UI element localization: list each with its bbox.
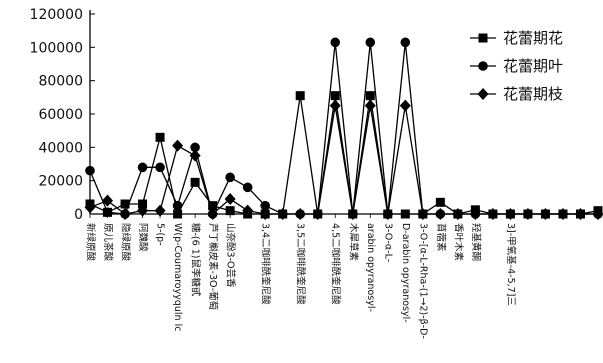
point-marker-diamond (504, 208, 516, 220)
x-category-label: 4,5二咖啡酰奎尼酸 (330, 223, 342, 305)
point-marker-circle (400, 37, 411, 48)
point-marker-circle (190, 142, 200, 153)
point-marker-diamond (172, 139, 184, 152)
legend-item: 花蕾期花 (470, 29, 563, 47)
point-marker-diamond (84, 201, 96, 214)
point-marker-square (365, 91, 375, 101)
y-tick-label: 80000 (38, 74, 83, 90)
point-marker-circle (137, 162, 148, 173)
x-category-label: 阿魏酸 (137, 223, 149, 252)
x-category-label: 香叶木素 (452, 223, 464, 262)
point-marker-circle (155, 162, 165, 173)
x-category-label: 芦丁槲皮素-3O-葡萄 (207, 223, 219, 310)
point-marker-square (478, 33, 488, 43)
point-marker-circle (365, 37, 376, 48)
x-category-label: W(p-Coumaroyyquln lc (172, 223, 183, 331)
point-marker-diamond (452, 208, 464, 220)
legend-label: 花蕾期叶 (503, 57, 563, 75)
y-tick-label: 0 (74, 207, 83, 223)
point-marker-circle (478, 61, 488, 71)
point-marker-diamond (539, 208, 551, 220)
point-marker-square (400, 209, 410, 219)
x-category-label: 3]-甲氧基-4-5,7]三 (505, 223, 517, 306)
x-category-label: 木犀草素 (347, 223, 359, 262)
point-marker-diamond (557, 208, 569, 220)
x-category-label: 3,5二咖啡酰奎尼酸 (295, 223, 307, 305)
point-marker-square (138, 199, 148, 209)
point-marker-circle (102, 207, 113, 218)
point-marker-diamond (347, 208, 359, 220)
point-marker-diamond (259, 208, 271, 220)
x-category-label: 羟基黄酮 (470, 223, 482, 261)
y-tick-label: 100000 (30, 40, 83, 56)
series-line (89, 95, 599, 216)
point-marker-diamond (242, 204, 254, 217)
point-marker-circle (260, 200, 270, 211)
x-category-label: arabin opyranosyl- (365, 223, 376, 312)
point-marker-circle (330, 37, 341, 48)
point-marker-diamond (522, 208, 534, 220)
point-marker-diamond (364, 99, 376, 112)
point-marker-diamond (119, 208, 131, 220)
point-marker-diamond (154, 204, 166, 217)
x-category-label: 3,4二咖啡酰奎尼酸 (260, 223, 272, 305)
x-category-label: 原儿茶酸 (102, 223, 114, 262)
legend-label: 花蕾期花 (503, 29, 563, 47)
point-marker-square (435, 197, 445, 207)
point-marker-diamond (294, 208, 306, 220)
legend-item: 花蕾期叶 (470, 57, 563, 75)
x-category-label: 山奈酚3-O芸香 (225, 223, 237, 288)
x-category-label: 3-O-α-L- (382, 223, 393, 262)
point-marker-circle (225, 172, 235, 183)
point-marker-circle (85, 165, 95, 176)
point-marker-square (155, 132, 165, 142)
point-marker-circle (242, 182, 253, 193)
point-marker-square (330, 91, 340, 101)
legend-label: 花蕾期枝 (503, 85, 563, 103)
point-marker-square (190, 177, 200, 187)
point-marker-square (120, 199, 130, 209)
x-category-label: 苜蓿素 (435, 223, 447, 252)
point-marker-diamond (487, 208, 499, 220)
x-category-label: 新绿原酸 (85, 223, 97, 262)
y-tick-label: 40000 (38, 140, 83, 156)
point-marker-diamond (434, 208, 446, 220)
x-category-label: D-arabin opyranosyl- (400, 223, 411, 323)
point-marker-diamond (207, 208, 219, 220)
point-marker-diamond (592, 208, 603, 220)
point-marker-diamond (574, 208, 586, 220)
series-3 (84, 99, 603, 220)
point-marker-diamond (417, 208, 429, 220)
y-tick-label: 20000 (38, 174, 83, 190)
series-group (84, 37, 603, 220)
legend-item: 花蕾期枝 (470, 85, 563, 103)
point-marker-diamond (137, 204, 149, 217)
x-axis-labels: 新绿原酸 原儿茶酸 隐绿原酸 阿魏酸 5-(p- W(p-Coumaroyyquln lc… (85, 214, 599, 339)
y-tick-label: 60000 (38, 107, 83, 123)
x-category-label: 3-O-[α-L-Rha-(1→2)-β-D- (417, 223, 428, 339)
point-marker-square (208, 201, 218, 211)
point-marker-diamond (382, 208, 394, 220)
y-axis-ticks: 0 20000 40000 60000 80000 100000 120000 (30, 7, 95, 223)
point-marker-square (225, 206, 235, 216)
point-marker-diamond (477, 88, 489, 100)
point-marker-square (295, 91, 305, 101)
point-marker-diamond (224, 193, 236, 205)
point-marker-circle (172, 200, 183, 211)
x-category-label: 糖-(6 1)鼠李糖甙 (190, 223, 202, 297)
point-marker-diamond (102, 194, 114, 207)
point-marker-diamond (399, 99, 411, 112)
point-marker-square (173, 209, 183, 219)
point-marker-diamond (312, 208, 324, 220)
point-marker-diamond (277, 208, 289, 220)
point-marker-diamond (189, 149, 201, 162)
point-marker-diamond (329, 99, 341, 112)
y-tick-label: 120000 (30, 7, 83, 23)
x-category-label: 5-(p- (155, 223, 166, 246)
x-category-label: 隐绿原酸 (120, 223, 132, 262)
point-marker-diamond (469, 208, 481, 220)
